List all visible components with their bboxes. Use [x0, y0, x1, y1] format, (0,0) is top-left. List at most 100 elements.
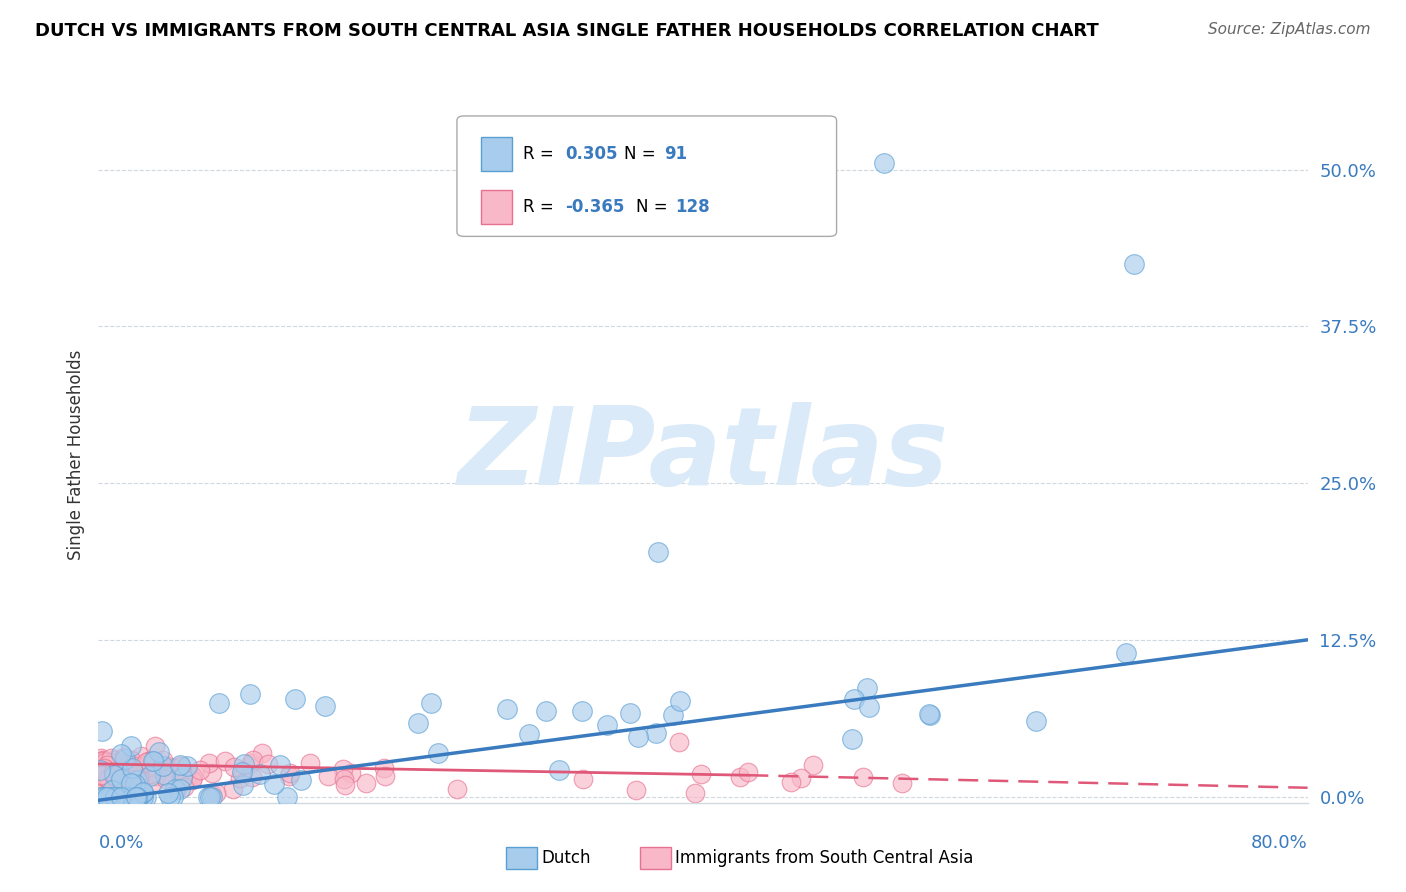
Point	[100, 765, 122, 780]
Point	[858, 700, 880, 714]
Point	[201, 787, 224, 801]
Point	[89, 765, 111, 780]
Point	[181, 768, 204, 782]
Point	[277, 769, 299, 783]
Point	[115, 789, 138, 803]
Point	[627, 730, 650, 744]
Point	[93, 767, 115, 781]
Text: ZIPatlas: ZIPatlas	[457, 402, 949, 508]
Point	[128, 789, 150, 804]
Point	[890, 776, 912, 790]
Point	[127, 789, 149, 804]
Point	[118, 761, 141, 775]
Point	[135, 755, 157, 769]
Point	[139, 769, 162, 783]
Point	[101, 789, 124, 804]
Point	[159, 789, 181, 804]
Point	[290, 772, 312, 787]
Point	[90, 754, 112, 768]
Point	[104, 761, 127, 775]
Point	[205, 786, 228, 800]
Point	[100, 767, 122, 781]
Point	[89, 789, 111, 804]
Point	[90, 751, 112, 765]
Point	[132, 786, 155, 800]
Point	[124, 789, 146, 804]
Point	[142, 755, 165, 769]
Point	[181, 770, 204, 784]
Point	[155, 772, 177, 786]
Point	[683, 786, 706, 800]
Point	[96, 789, 118, 804]
Text: Dutch: Dutch	[541, 849, 591, 867]
Point	[314, 699, 336, 714]
Point	[373, 761, 395, 775]
Point	[647, 545, 669, 559]
Point	[94, 760, 117, 774]
Text: 0.0%: 0.0%	[98, 834, 143, 852]
Point	[110, 747, 132, 761]
Point	[170, 759, 193, 773]
Point	[222, 781, 245, 796]
Point	[242, 753, 264, 767]
Point	[135, 761, 157, 775]
Point	[120, 775, 142, 789]
Point	[197, 789, 219, 804]
Point	[152, 759, 174, 773]
Point	[917, 707, 939, 722]
Point	[661, 708, 683, 723]
Point	[91, 753, 114, 767]
Point	[94, 767, 117, 781]
Point	[790, 771, 813, 785]
Point	[108, 770, 131, 784]
Point	[139, 753, 162, 767]
Point	[114, 757, 136, 772]
Point	[669, 694, 692, 708]
Point	[176, 771, 198, 785]
Text: Source: ZipAtlas.com: Source: ZipAtlas.com	[1208, 22, 1371, 37]
Point	[100, 771, 122, 785]
Point	[852, 770, 875, 784]
Point	[596, 718, 619, 732]
Point	[250, 747, 273, 761]
Point	[96, 758, 118, 772]
Point	[737, 764, 759, 779]
Point	[115, 789, 138, 804]
Point	[534, 704, 557, 718]
Point	[547, 764, 569, 778]
Point	[689, 766, 711, 780]
Point	[644, 725, 666, 739]
Point	[91, 789, 114, 804]
Point	[108, 764, 131, 778]
Text: 128: 128	[675, 198, 710, 217]
Point	[278, 765, 301, 780]
Point	[94, 762, 117, 776]
Point	[97, 771, 120, 785]
Point	[101, 753, 124, 767]
Point	[169, 781, 191, 796]
Point	[257, 756, 280, 771]
Text: R =: R =	[523, 145, 560, 163]
Point	[128, 770, 150, 784]
Text: 91: 91	[664, 145, 686, 163]
Point	[446, 781, 468, 796]
Point	[406, 716, 429, 731]
Point	[103, 768, 125, 782]
Point	[240, 756, 263, 770]
Point	[125, 772, 148, 786]
Point	[801, 758, 824, 772]
Point	[231, 764, 253, 779]
Point	[89, 767, 111, 781]
Point	[93, 761, 115, 775]
Point	[135, 789, 157, 804]
Point	[232, 778, 254, 792]
Point	[169, 758, 191, 772]
Text: R =: R =	[523, 198, 560, 217]
Point	[841, 731, 863, 746]
Point	[89, 763, 111, 777]
Point	[173, 780, 195, 795]
Point	[132, 758, 155, 772]
Point	[148, 745, 170, 759]
Point	[114, 772, 136, 786]
Point	[125, 767, 148, 781]
